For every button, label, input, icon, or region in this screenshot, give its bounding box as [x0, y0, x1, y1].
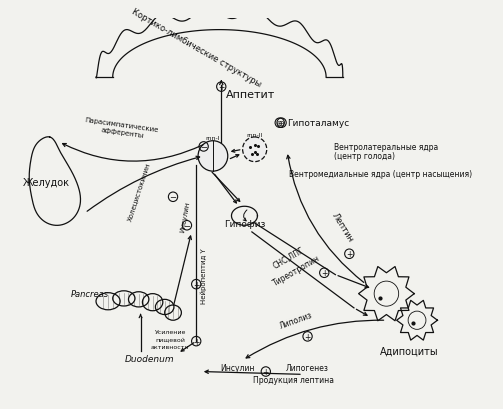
Text: Вентролатеральные ядра: Вентролатеральные ядра [333, 143, 438, 152]
Text: +: + [193, 280, 199, 289]
Text: +: + [346, 249, 353, 258]
Text: пищевой: пищевой [155, 337, 185, 342]
Text: Инсулин: Инсулин [221, 363, 255, 372]
Text: активности: активности [151, 344, 190, 349]
Text: (центр голода): (центр голода) [333, 152, 394, 161]
Text: +: + [304, 332, 311, 341]
Text: Адипоциты: Адипоциты [380, 346, 439, 356]
Text: +: + [218, 83, 224, 92]
Text: Pancreas: Pancreas [70, 290, 109, 299]
Text: Вентромедиальные ядра (центр насыщения): Вентромедиальные ядра (центр насыщения) [289, 169, 472, 178]
Text: +: + [263, 367, 269, 376]
Text: Аппетит: Аппетит [225, 90, 275, 100]
Text: Инсулин: Инсулин [180, 200, 191, 232]
Text: Нейропептид Y: Нейропептид Y [200, 247, 207, 303]
Text: Усиление: Усиление [154, 329, 186, 334]
Text: Duodenum: Duodenum [125, 354, 175, 363]
Text: Липолиз: Липолиз [279, 310, 314, 330]
Text: Кортико-лимбические структуры: Кортико-лимбические структуры [130, 7, 263, 88]
Text: Липогенез: Липогенез [286, 363, 329, 372]
Text: СНС,ЛПГ: СНС,ЛПГ [272, 245, 306, 270]
Text: −: − [170, 193, 177, 202]
Text: Θ: Θ [277, 120, 282, 126]
Text: Парасимпатические: Парасимпатические [85, 117, 159, 133]
Text: Желудок: Желудок [23, 177, 69, 187]
Text: rnn-II: rnn-II [246, 132, 263, 137]
Text: Θ: Θ [279, 120, 284, 126]
Text: +: + [193, 337, 199, 346]
Text: −: − [200, 143, 207, 152]
Text: rnn-I: rnn-I [206, 136, 220, 141]
Text: Лептин: Лептин [330, 211, 356, 244]
Text: +: + [321, 269, 327, 278]
Text: Продукция лептина: Продукция лептина [253, 375, 334, 384]
Text: Холецистокинин: Холецистокинин [126, 162, 151, 222]
Text: Гипофиз: Гипофиз [224, 219, 266, 228]
Circle shape [242, 137, 267, 162]
Text: Гипоталамус: Гипоталамус [287, 119, 350, 128]
Text: афференты: афференты [100, 127, 144, 139]
Text: −: − [184, 221, 191, 230]
Circle shape [198, 142, 228, 172]
Text: Тиреотропин: Тиреотропин [271, 253, 321, 288]
